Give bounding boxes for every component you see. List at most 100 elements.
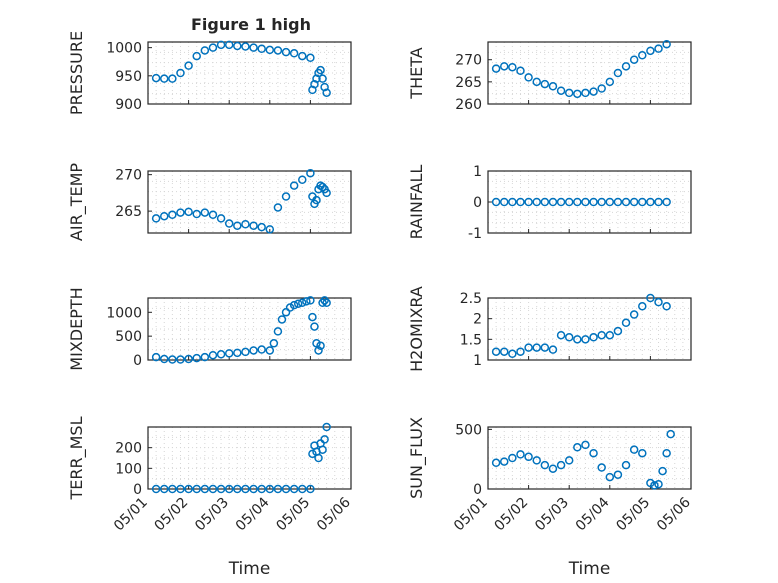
data-point bbox=[281, 308, 291, 317]
x-tick-label: 05/01 bbox=[451, 495, 491, 535]
data-point bbox=[249, 43, 258, 52]
data-point bbox=[249, 346, 258, 355]
y-tick-label: 200 bbox=[115, 441, 142, 457]
data-point bbox=[208, 484, 218, 494]
data-point bbox=[265, 346, 275, 355]
data-point bbox=[257, 222, 266, 232]
data-point bbox=[532, 77, 541, 87]
data-point bbox=[589, 333, 598, 342]
data-point bbox=[168, 484, 177, 494]
subplot-7: 0 100 200 05/01 05/02 05/03 05/04 05/05 05/06 TER… bbox=[67, 416, 354, 579]
data-point bbox=[654, 479, 663, 489]
data-point bbox=[524, 343, 533, 352]
data-point bbox=[564, 88, 574, 98]
y-tick-label: 1 bbox=[473, 353, 482, 369]
data-point bbox=[573, 335, 582, 344]
data-point bbox=[629, 445, 639, 454]
data-point bbox=[638, 197, 647, 207]
y-tick-label: 2.5 bbox=[460, 291, 482, 307]
data-point bbox=[581, 335, 590, 344]
data-point bbox=[216, 214, 226, 223]
y-tick-label: 950 bbox=[115, 69, 142, 85]
data-point bbox=[654, 297, 663, 307]
data-point bbox=[306, 168, 315, 178]
series-markers bbox=[151, 296, 331, 364]
data-point bbox=[151, 73, 161, 83]
data-point bbox=[224, 349, 234, 358]
data-point bbox=[192, 209, 201, 219]
data-point bbox=[654, 197, 663, 207]
data-point bbox=[613, 470, 623, 479]
data-point bbox=[241, 347, 250, 357]
data-point bbox=[316, 341, 325, 350]
y-tick-label: 1 bbox=[473, 164, 482, 180]
data-point bbox=[491, 197, 501, 207]
data-point bbox=[159, 484, 169, 494]
data-point bbox=[192, 51, 201, 61]
data-point bbox=[265, 45, 275, 55]
data-point bbox=[176, 68, 185, 78]
data-point bbox=[629, 310, 639, 319]
data-point bbox=[666, 429, 675, 439]
data-point bbox=[308, 312, 317, 322]
data-point bbox=[508, 197, 517, 207]
x-tick-label: 05/03 bbox=[532, 495, 572, 535]
data-point bbox=[273, 203, 283, 212]
data-point bbox=[532, 197, 541, 207]
data-point bbox=[176, 484, 185, 494]
data-point bbox=[564, 333, 574, 342]
data-point bbox=[613, 326, 623, 336]
data-point bbox=[516, 347, 525, 356]
data-point bbox=[318, 182, 327, 192]
data-point bbox=[233, 41, 242, 51]
data-point bbox=[605, 330, 615, 340]
data-point bbox=[257, 484, 266, 494]
y-axis-label: SUN_FLUX bbox=[407, 417, 427, 499]
data-point bbox=[249, 221, 258, 230]
data-point bbox=[662, 302, 671, 311]
series-markers bbox=[151, 40, 331, 97]
data-point bbox=[273, 46, 283, 55]
data-point bbox=[184, 484, 193, 494]
data-point bbox=[289, 484, 299, 494]
data-point bbox=[629, 197, 639, 207]
data-point bbox=[200, 46, 210, 55]
y-tick-label: 265 bbox=[115, 204, 142, 220]
data-point bbox=[192, 484, 201, 494]
data-point bbox=[314, 346, 323, 355]
data-point bbox=[508, 62, 517, 72]
data-point bbox=[306, 484, 315, 494]
series-markers bbox=[151, 168, 331, 234]
data-point bbox=[540, 197, 550, 207]
data-point bbox=[605, 472, 615, 482]
data-point bbox=[638, 51, 647, 60]
y-tick-label: 100 bbox=[115, 461, 142, 477]
x-tick-label: 05/06 bbox=[654, 494, 694, 534]
data-point bbox=[273, 327, 283, 336]
data-point bbox=[289, 300, 299, 310]
data-point bbox=[269, 339, 279, 348]
data-point bbox=[281, 47, 291, 57]
subplot-3: 265 270 AIR_TEMP bbox=[67, 163, 352, 241]
data-point bbox=[318, 74, 327, 83]
data-point bbox=[524, 197, 533, 207]
data-point bbox=[499, 347, 509, 356]
data-point bbox=[589, 87, 598, 96]
x-axis-label: Time bbox=[228, 559, 271, 579]
data-point bbox=[491, 347, 501, 356]
data-point bbox=[306, 296, 315, 305]
axis-box bbox=[147, 297, 352, 361]
data-point bbox=[314, 453, 323, 463]
data-point bbox=[168, 355, 177, 364]
subplot-4: -1 0 1 RAINFALL bbox=[407, 164, 692, 242]
data-point bbox=[302, 297, 311, 306]
grid bbox=[147, 426, 352, 490]
data-point bbox=[184, 354, 193, 364]
data-point bbox=[516, 66, 525, 76]
data-point bbox=[597, 197, 606, 207]
data-point bbox=[508, 349, 517, 359]
data-point bbox=[322, 298, 331, 308]
data-point bbox=[318, 445, 327, 454]
axis-box bbox=[487, 41, 692, 105]
data-point bbox=[176, 208, 185, 217]
